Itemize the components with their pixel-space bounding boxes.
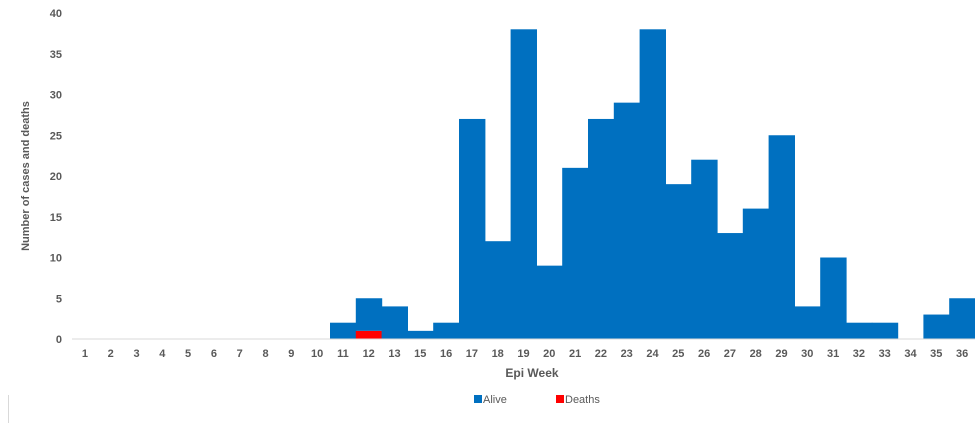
x-tick-label: 29	[775, 348, 787, 360]
x-tick-label: 26	[698, 348, 710, 360]
x-tick-label: 4	[159, 348, 166, 360]
x-tick-label: 33	[879, 348, 891, 360]
bar-alive-week-33	[871, 322, 899, 339]
x-tick-label: 34	[904, 348, 917, 360]
bar-alive-week-28	[742, 208, 770, 339]
x-tick-label: 17	[466, 348, 478, 360]
y-tick-label: 20	[50, 171, 62, 183]
x-tick-label: 35	[930, 348, 942, 360]
bar-alive-week-16	[433, 322, 460, 339]
bar-alive-week-32	[846, 322, 873, 339]
y-tick-label: 0	[56, 334, 62, 346]
x-tick-label: 20	[543, 348, 555, 360]
bar-alive-week-18	[484, 241, 512, 339]
x-tick-label: 19	[517, 348, 529, 360]
legend-label-alive: Alive	[483, 394, 507, 406]
bar-alive-week-13	[381, 306, 408, 339]
bar-alive-week-15	[407, 330, 434, 339]
x-tick-label: 12	[363, 348, 375, 360]
bar-alive-week-26	[691, 159, 718, 339]
legend-swatch-deaths	[556, 395, 564, 403]
x-tick-label: 9	[288, 348, 294, 360]
legend-item-alive: Alive	[474, 394, 507, 406]
x-tick-label: 21	[569, 348, 581, 360]
bar-deaths-week-12	[355, 330, 383, 339]
y-tick-label: 30	[50, 90, 62, 102]
bar-alive-week-35	[923, 314, 950, 339]
bar-alive-week-22	[588, 118, 615, 339]
chart-frame-edge	[8, 395, 9, 423]
x-tick-label: 28	[750, 348, 762, 360]
bar-alive-week-27	[717, 233, 744, 339]
x-tick-label: 5	[185, 348, 191, 360]
x-tick-label: 6	[211, 348, 217, 360]
bar-alive-week-17	[459, 118, 486, 339]
bar-alive-week-36	[949, 298, 975, 339]
x-tick-label: 11	[337, 348, 349, 360]
bar-alive-week-29	[768, 135, 795, 339]
legend-label-deaths: Deaths	[565, 394, 600, 406]
x-tick-label: 30	[801, 348, 813, 360]
y-tick-label: 15	[50, 212, 62, 224]
bar-alive-week-23	[613, 102, 641, 340]
x-tick-label: 24	[646, 348, 659, 360]
y-tick-label: 5	[56, 293, 62, 305]
x-tick-label: 36	[956, 348, 968, 360]
x-tick-label: 18	[492, 348, 504, 360]
y-tick-label: 40	[50, 8, 62, 20]
x-tick-label: 15	[414, 348, 426, 360]
bar-alive-week-31	[820, 257, 847, 339]
x-tick-label: 10	[311, 348, 323, 360]
y-tick-label: 35	[50, 49, 62, 61]
legend-swatch-alive	[474, 395, 482, 403]
x-tick-label: 13	[388, 348, 400, 360]
x-tick-label: 27	[724, 348, 736, 360]
bar-alive-week-11	[330, 322, 357, 339]
x-tick-label: 31	[827, 348, 839, 360]
x-tick-label: 1	[82, 348, 88, 360]
x-tick-labels: 1 2 3 4 5 6 7 8 9 10 11 12 13 15 16 17 18 19 20 21 22 23 24 25 2…	[82, 348, 968, 360]
bar-alive-week-20	[536, 265, 563, 339]
y-tick-labels: 0 5 10 15 20 25 30 35 40	[50, 8, 62, 346]
bar-alive-week-30	[794, 306, 821, 339]
y-tick-label: 10	[50, 253, 62, 265]
y-axis-title: Number of cases and deaths	[20, 101, 32, 251]
x-tick-label: 22	[595, 348, 607, 360]
bar-alive-week-21	[562, 167, 589, 339]
x-tick-label: 2	[108, 348, 114, 360]
x-tick-label: 3	[133, 348, 139, 360]
legend: Alive Deaths	[474, 394, 600, 406]
legend-item-deaths: Deaths	[556, 394, 600, 406]
x-tick-label: 32	[853, 348, 865, 360]
bar-alive-week-12	[355, 298, 383, 331]
x-tick-label: 8	[262, 348, 268, 360]
bar-alive-week-24	[639, 29, 666, 340]
x-tick-label: 7	[237, 348, 243, 360]
bar-alive-week-19	[510, 29, 537, 340]
x-tick-label: 25	[672, 348, 684, 360]
bars-layer	[330, 29, 975, 340]
bar-alive-week-25	[665, 184, 692, 339]
y-tick-label: 25	[50, 130, 62, 142]
x-tick-label: 16	[440, 348, 452, 360]
x-tick-label: 23	[621, 348, 633, 360]
x-axis-title: Epi Week	[505, 366, 558, 380]
